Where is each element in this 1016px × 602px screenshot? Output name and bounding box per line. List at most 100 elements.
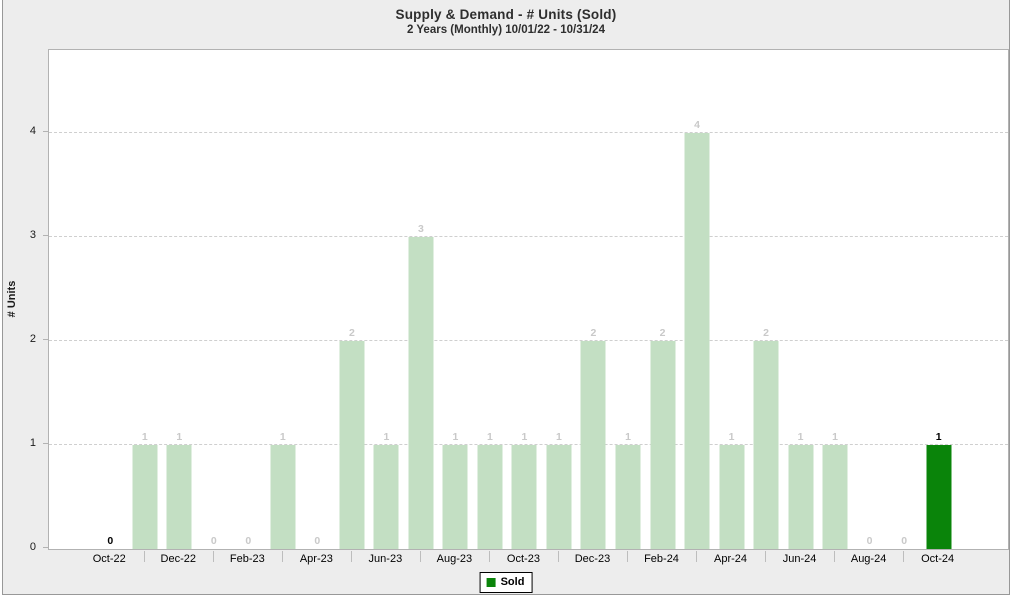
bar-slot: 1 xyxy=(507,50,542,549)
bar-value-label: 1 xyxy=(141,431,148,444)
bar-slot: 1 xyxy=(473,50,508,549)
bar-value-label: 0 xyxy=(107,535,114,547)
bar xyxy=(753,341,779,549)
bar xyxy=(788,445,814,549)
bar-slot: 0 xyxy=(887,50,922,549)
y-tick-label: 0 xyxy=(29,541,36,553)
x-tick-mark xyxy=(903,551,905,562)
bars: 0 1 1 0 0 1 0 2 1 3 1 1 1 1 2 1 2 4 1 2 1 1 0 0 1 xyxy=(93,50,956,549)
gridlines xyxy=(49,50,1008,549)
x-slot xyxy=(403,550,438,568)
y-tick-label: 1 xyxy=(29,437,36,450)
x-tick-mark xyxy=(834,551,836,562)
x-tick-mark xyxy=(696,551,698,562)
x-tick-label: Aug-23 xyxy=(436,553,473,565)
bar-slot: 0 xyxy=(93,50,128,549)
x-tick-label: Aug-24 xyxy=(850,553,887,565)
bar-value-label: 0 xyxy=(901,535,908,547)
bar-value-label: 1 xyxy=(556,431,562,444)
x-slot: Oct-23 xyxy=(506,550,541,568)
x-slot xyxy=(610,550,645,568)
x-tick-label: Feb-24 xyxy=(644,553,679,565)
bar-slot: 1 xyxy=(818,50,853,549)
x-tick-mark xyxy=(419,551,421,562)
bar xyxy=(650,341,675,549)
bar xyxy=(477,445,503,549)
bar-slot: 2 xyxy=(335,50,370,549)
bar-value-label: 2 xyxy=(763,327,769,340)
y-tick-label: 3 xyxy=(29,229,36,242)
legend-sold-swatch-icon xyxy=(486,578,496,587)
bar-value-label: 1 xyxy=(383,431,390,444)
x-tick-mark xyxy=(212,551,214,562)
gridline xyxy=(49,340,1008,342)
x-slot xyxy=(472,550,507,568)
bar xyxy=(719,445,745,549)
x-slot xyxy=(817,550,852,568)
x-tick-mark xyxy=(143,551,145,562)
x-tick-label: Oct-24 xyxy=(921,553,955,565)
bar-value-label: 0 xyxy=(866,535,873,547)
bar-value-label: 4 xyxy=(694,119,700,132)
x-slot: Dec-22 xyxy=(161,550,196,568)
bar-slot: 0 xyxy=(231,50,266,549)
x-tick-label: Feb-23 xyxy=(229,553,265,565)
x-slot xyxy=(265,550,300,568)
bar-value-label: 1 xyxy=(279,431,286,444)
y-axis-ticks: 0 1 2 3 4 xyxy=(3,49,43,553)
y-tick-mark xyxy=(43,547,48,548)
bar xyxy=(132,445,158,549)
bar-slot: 1 xyxy=(438,50,473,549)
x-tick-label: Jun-24 xyxy=(782,553,817,565)
x-slot xyxy=(127,550,162,568)
x-slot xyxy=(541,550,576,568)
x-tick-label: Apr-24 xyxy=(714,553,748,565)
x-tick-label: Oct-23 xyxy=(506,553,540,565)
x-slot: Aug-24 xyxy=(851,550,886,568)
bar xyxy=(615,445,641,549)
x-slot: Feb-24 xyxy=(644,550,679,568)
x-tick-label: Dec-23 xyxy=(574,553,611,565)
x-tick-label: Dec-22 xyxy=(160,553,197,565)
bar-slot: 3 xyxy=(404,50,439,549)
bar-slot: 1 xyxy=(921,50,956,549)
x-slot xyxy=(679,550,714,568)
bar-value-label: 1 xyxy=(797,431,804,444)
bar-slot: 1 xyxy=(162,50,197,549)
bar-value-label: 0 xyxy=(210,535,217,547)
bar xyxy=(442,445,468,549)
bar xyxy=(408,237,434,549)
bar-value-label: 3 xyxy=(417,223,424,236)
x-slot: Jun-24 xyxy=(782,550,817,568)
plot-area: 0 1 1 0 0 1 0 2 1 3 1 1 1 1 2 1 2 4 1 2 1 1 0 0 1 xyxy=(48,49,1009,550)
bar-value-label: 1 xyxy=(728,431,735,444)
x-tick-label: Apr-23 xyxy=(299,553,333,565)
y-axis-tick-marks xyxy=(43,49,48,548)
bar-value-label: 2 xyxy=(659,327,666,340)
bar-value-label: 0 xyxy=(245,535,252,547)
x-slot: Oct-24 xyxy=(920,550,955,568)
bar-value-label: 2 xyxy=(590,327,597,340)
x-slot: Dec-23 xyxy=(575,550,610,568)
bar-value-label: 1 xyxy=(625,431,631,444)
bar-value-label: 1 xyxy=(935,431,942,444)
bar xyxy=(166,445,192,549)
x-slot xyxy=(886,550,921,568)
x-slot: Feb-23 xyxy=(230,550,265,568)
bar-slot: 1 xyxy=(542,50,577,549)
y-tick-mark xyxy=(43,131,48,133)
bar-slot: 0 xyxy=(197,50,232,549)
bar xyxy=(373,445,399,549)
x-slot: Aug-23 xyxy=(437,550,472,568)
y-tick-label: 2 xyxy=(29,333,36,346)
gridline xyxy=(49,236,1008,238)
bar-value-label: 1 xyxy=(487,431,493,444)
x-slot: Jun-23 xyxy=(368,550,403,568)
bar-value-label: 1 xyxy=(521,431,528,444)
bar xyxy=(822,445,848,549)
x-tick-label: Oct-22 xyxy=(92,553,126,565)
bar-slot: 2 xyxy=(645,50,680,549)
bar xyxy=(546,445,572,549)
x-axis-ticks: Oct-22 Dec-22 Feb-23 Apr-23 Jun-23 Aug-23 Oct-… xyxy=(92,550,955,568)
x-tick-mark xyxy=(557,551,559,562)
